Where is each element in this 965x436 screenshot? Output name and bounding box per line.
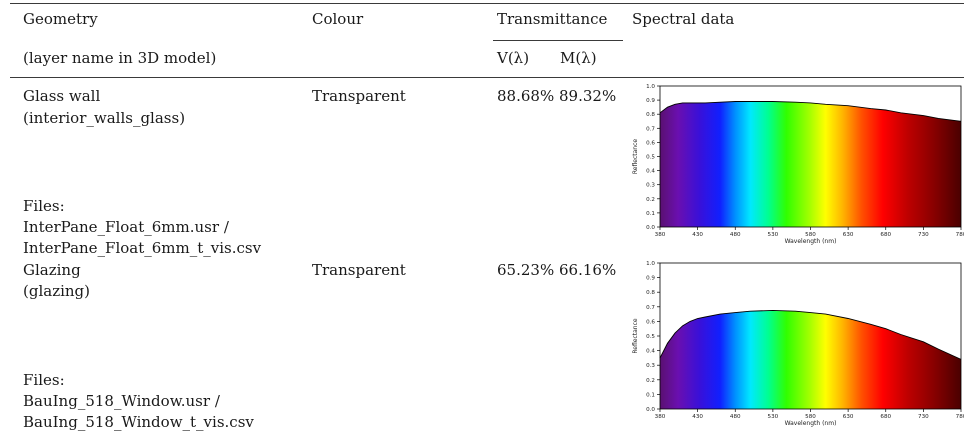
y-tick-label: 0.7	[646, 126, 655, 132]
spectrum-curve	[659, 101, 962, 122]
row1-v: 88.68%	[497, 87, 555, 105]
y-tick-label: 0.0	[646, 225, 655, 231]
y-tick-label: 0.0	[646, 407, 655, 413]
x-tick-label: 630	[843, 232, 854, 238]
x-tick-label: 580	[805, 232, 816, 238]
y-tick-label: 1.0	[646, 84, 655, 90]
row1-colour: Transparent	[312, 87, 406, 105]
header-geometry-sub: (layer name in 3D model)	[23, 49, 217, 67]
row2-files-label: Files:	[23, 371, 65, 389]
row1-file2: InterPane_Float_6mm_t_vis.csv	[23, 239, 262, 257]
header-geometry: Geometry	[23, 10, 98, 28]
row2-file2: BauIng_518_Window_t_vis.csv	[23, 413, 254, 431]
row2-v: 65.23%	[497, 261, 555, 279]
header-rule	[10, 77, 964, 78]
y-tick-label: 0.4	[646, 169, 655, 175]
x-axis-label: Wavelength (nm)	[785, 420, 837, 427]
spectrum-area	[660, 101, 961, 227]
header-v-lambda: V(λ)	[497, 49, 530, 67]
y-tick-label: 0.9	[646, 98, 655, 104]
top-rule	[10, 3, 964, 4]
y-tick-label: 0.6	[646, 140, 655, 146]
x-tick-label: 730	[918, 414, 929, 420]
row2-file1: BauIng_518_Window.usr /	[23, 392, 220, 410]
y-tick-label: 0.8	[646, 290, 655, 296]
spectrum-area	[660, 310, 961, 409]
y-tick-label: 0.1	[646, 392, 655, 398]
y-tick-label: 0.5	[646, 155, 655, 161]
row1-name: Glass wall	[23, 87, 101, 105]
row2-m: 66.16%	[559, 261, 617, 279]
x-tick-label: 780	[956, 232, 964, 238]
row2-layer: (glazing)	[23, 282, 91, 300]
y-axis-label: Reflectance	[632, 318, 639, 353]
y-tick-label: 0.9	[646, 276, 655, 282]
y-tick-label: 0.2	[646, 378, 655, 384]
y-tick-label: 0.8	[646, 112, 655, 118]
row1-files-label: Files:	[23, 197, 65, 215]
header-colour: Colour	[312, 10, 364, 28]
x-tick-label: 530	[768, 414, 779, 420]
y-tick-label: 0.6	[646, 319, 655, 325]
x-tick-label: 430	[692, 414, 703, 420]
y-tick-label: 0.3	[646, 363, 655, 369]
row1-file1: InterPane_Float_6mm.usr /	[23, 218, 229, 236]
y-tick-label: 0.7	[646, 305, 655, 311]
transmittance-rule	[493, 40, 623, 41]
x-tick-label: 480	[730, 232, 741, 238]
x-tick-label: 730	[918, 232, 929, 238]
y-tick-label: 0.3	[646, 183, 655, 189]
y-tick-label: 1.0	[646, 261, 655, 267]
row2-colour: Transparent	[312, 261, 406, 279]
x-tick-label: 480	[730, 414, 741, 420]
y-tick-label: 0.4	[646, 349, 655, 355]
x-axis-label: Wavelength (nm)	[785, 238, 837, 245]
row1-m: 89.32%	[559, 87, 617, 105]
x-tick-label: 780	[956, 414, 964, 420]
x-tick-label: 680	[880, 414, 891, 420]
spectrum-curve	[659, 309, 962, 360]
header-m-lambda: M(λ)	[560, 49, 597, 67]
y-tick-label: 0.5	[646, 334, 655, 340]
y-tick-label: 0.1	[646, 211, 655, 217]
x-tick-label: 680	[880, 232, 891, 238]
row1-layer: (interior_walls_glass)	[23, 109, 186, 127]
y-axis-label: Reflectance	[632, 139, 639, 174]
spectral-chart-glazing: 0.0 0.1 0.2 0.3 0.4 0.5 0.6 0.7 0.8 0.9 1.0 380 430 4…	[632, 261, 964, 427]
x-tick-label: 580	[805, 414, 816, 420]
spectral-chart-glass-wall: 0.0 0.1 0.2 0.3 0.4 0.5 0.6 0.7 0.8 0.9 1.0 380 430 4…	[632, 84, 964, 245]
header-spectral: Spectral data	[632, 10, 735, 28]
x-tick-label: 430	[692, 232, 703, 238]
row2-name: Glazing	[23, 261, 81, 279]
x-tick-label: 380	[655, 414, 666, 420]
y-tick-label: 0.2	[646, 197, 655, 203]
x-tick-label: 630	[843, 414, 854, 420]
x-tick-label: 380	[655, 232, 666, 238]
header-transmittance: Transmittance	[497, 10, 608, 28]
x-tick-label: 530	[768, 232, 779, 238]
